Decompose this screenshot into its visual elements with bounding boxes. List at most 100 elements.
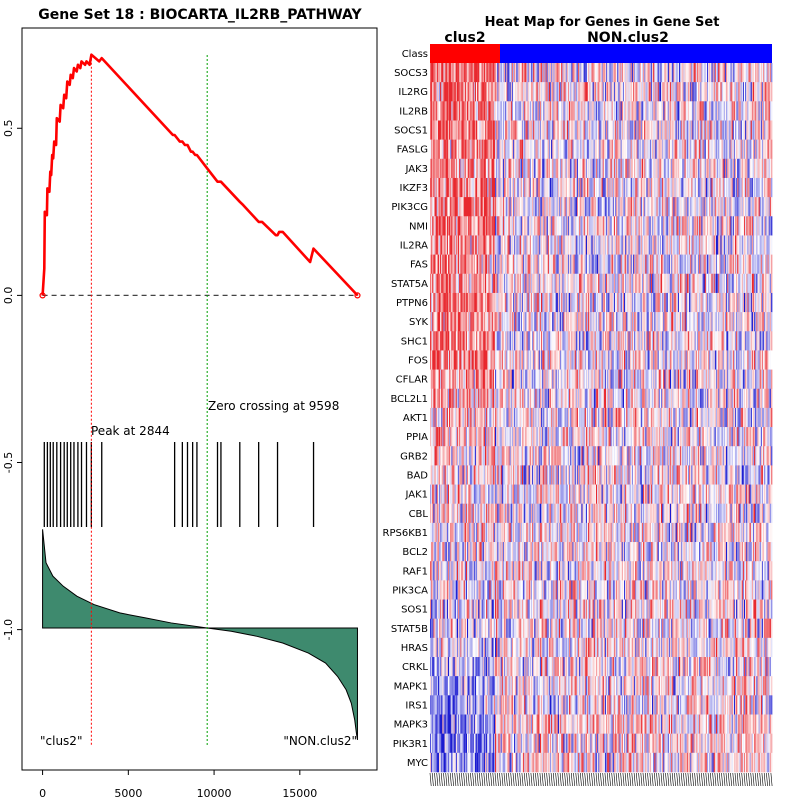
heatmap-cell xyxy=(663,235,665,255)
heatmap-cell xyxy=(637,158,639,179)
heatmap-cell xyxy=(690,63,692,83)
heatmap-cell xyxy=(569,235,571,255)
heatmap-cell xyxy=(561,235,563,255)
heatmap-cell xyxy=(659,82,662,102)
heatmap-cell xyxy=(461,254,463,275)
heatmap-cell xyxy=(557,120,560,140)
heatmap-cell xyxy=(534,63,536,83)
heatmap-cell xyxy=(712,235,715,255)
heatmap-cell xyxy=(729,101,731,121)
heatmap-cell xyxy=(454,273,457,294)
heatmap-cell xyxy=(544,82,546,102)
heatmap-cell xyxy=(683,158,685,179)
heatmap-cell xyxy=(452,235,454,255)
heatmap-cell xyxy=(510,273,513,294)
heatmap-cell xyxy=(525,235,527,255)
heatmap-cell xyxy=(563,82,565,102)
heatmap-cell xyxy=(583,82,586,102)
heatmap-cell xyxy=(691,82,693,102)
heatmap-cell xyxy=(561,254,563,275)
heatmap-cell xyxy=(520,216,523,236)
heatmap-cell xyxy=(490,273,493,294)
heatmap-cell xyxy=(511,82,514,102)
heatmap-cell xyxy=(652,177,654,198)
heatmap-cell xyxy=(759,158,762,179)
heatmap-cell xyxy=(766,254,768,275)
heatmap-cell xyxy=(647,158,650,179)
heatmap-cell xyxy=(723,139,726,160)
heatmap-cell xyxy=(639,177,642,198)
heatmap-cell xyxy=(597,197,599,217)
heatmap-cell xyxy=(499,63,502,83)
heatmap-cell xyxy=(696,139,699,160)
heatmap-cell xyxy=(436,139,439,160)
heatmap-cell xyxy=(623,273,626,294)
heatmap-cell xyxy=(634,197,636,217)
heatmap-cell xyxy=(717,82,719,102)
heatmap-cell xyxy=(687,63,690,83)
heatmap-cell xyxy=(482,254,485,275)
heatmap-cell xyxy=(657,197,660,217)
heatmap-cell xyxy=(700,235,702,255)
heatmap-cell xyxy=(636,158,638,179)
heatmap-cell xyxy=(598,273,600,294)
heatmap-cell xyxy=(434,101,437,121)
heatmap-cell xyxy=(557,254,560,275)
heatmap-cell xyxy=(696,158,699,179)
heatmap-cell xyxy=(619,216,622,236)
heatmap-cell xyxy=(741,139,744,160)
heatmap-cell xyxy=(488,273,490,294)
heatmap-cell xyxy=(551,273,553,294)
heatmap-cell xyxy=(511,139,514,160)
heatmap-cell xyxy=(548,63,551,83)
heatmap-cell xyxy=(449,101,451,121)
heatmap-cell xyxy=(666,216,669,236)
heatmap-cell xyxy=(572,82,574,102)
heatmap-cell xyxy=(634,139,636,160)
heatmap-cell xyxy=(743,120,746,140)
heatmap-cell xyxy=(496,273,498,294)
heatmap-cell xyxy=(653,216,655,236)
heatmap-cell xyxy=(549,273,552,294)
heatmap-cell xyxy=(760,120,763,140)
heatmap-cell xyxy=(645,197,647,217)
heatmap-cell xyxy=(469,158,471,179)
heatmap-cell xyxy=(553,273,555,294)
heatmap-cell xyxy=(454,197,457,217)
heatmap-cell xyxy=(730,120,733,140)
heatmap-cell xyxy=(582,63,585,83)
heatmap-cell xyxy=(757,139,759,160)
heatmap-cell xyxy=(449,63,451,83)
heatmap-cell xyxy=(682,177,684,198)
heatmap-cell xyxy=(469,63,471,83)
heatmap-cell xyxy=(672,139,674,160)
heatmap-cell xyxy=(574,254,577,275)
heatmap-cell xyxy=(450,82,452,102)
heatmap-cell xyxy=(630,158,633,179)
heatmap-cell xyxy=(761,120,764,140)
heatmap-cell xyxy=(740,139,743,160)
heatmap-cell xyxy=(535,254,537,275)
heatmap-cell xyxy=(599,82,601,102)
heatmap-cell xyxy=(573,197,576,217)
heatmap-cell xyxy=(451,273,453,294)
heatmap-cell xyxy=(464,197,467,217)
heatmap-cell xyxy=(592,101,595,121)
heatmap-cell xyxy=(508,177,511,198)
heatmap-cell xyxy=(438,63,441,83)
heatmap-cell xyxy=(673,197,675,217)
heatmap-cell xyxy=(461,139,463,160)
heatmap-cell xyxy=(728,101,730,121)
heatmap-cell xyxy=(500,82,503,102)
heatmap-cell xyxy=(557,197,560,217)
heatmap-cell xyxy=(611,235,614,255)
heatmap-cell xyxy=(499,158,502,179)
heatmap-cell xyxy=(520,139,523,160)
heatmap-cell xyxy=(724,63,727,83)
heatmap-cell xyxy=(436,254,439,275)
heatmap-cell xyxy=(574,101,577,121)
heatmap-cell xyxy=(523,177,525,198)
heatmap-cell xyxy=(613,63,616,83)
heatmap-cell xyxy=(573,235,576,255)
